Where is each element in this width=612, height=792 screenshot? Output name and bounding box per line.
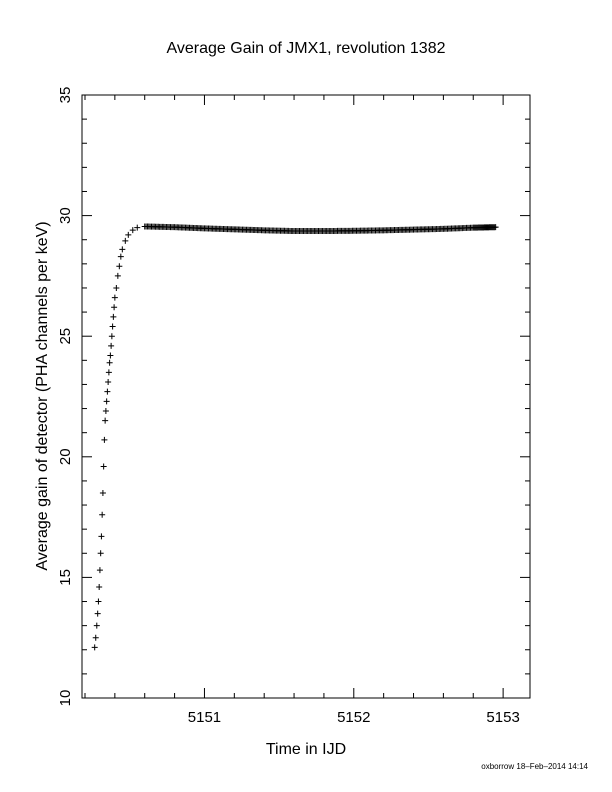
data-point [492,224,499,231]
data-point [99,489,106,496]
x-tick-label: 5151 [188,709,221,726]
data-point [117,253,124,260]
y-axis: 10 15 20 25 30 35 [57,87,530,707]
data-point [105,369,112,376]
data-point [106,359,113,366]
data-point [114,272,121,279]
credit-text: oxborrow 18–Feb–2014 14:14 [481,762,588,771]
y-tick-label: 35 [57,87,74,104]
data-point [110,313,117,320]
data-point [95,598,102,605]
x-tick-label: 5153 [486,709,519,726]
data-point [109,323,116,330]
data-point [96,584,103,591]
data-series [91,223,499,651]
data-point [91,644,98,651]
data-point [122,237,129,244]
y-tick-label: 15 [57,569,74,586]
data-point [98,533,105,540]
chart-title: Average Gain of JMX1, revolution 1382 [167,40,446,57]
data-point [111,304,118,311]
data-point [104,388,111,395]
data-point [125,231,132,238]
data-point [111,294,118,301]
data-point [103,398,110,405]
x-axis-label: Time in IJD [266,741,346,758]
data-point [113,284,120,291]
data-point [116,263,123,270]
data-point [107,352,114,359]
data-point [100,463,107,470]
data-point [92,634,99,641]
data-point [102,417,109,424]
x-tick-label: 5152 [337,709,370,726]
data-point [99,511,106,518]
data-point [134,224,141,231]
data-point [108,333,115,340]
data-point [94,610,101,617]
y-tick-label: 20 [57,448,74,465]
y-tick-label: 30 [57,207,74,224]
plot-frame [81,94,531,699]
data-point [105,379,112,386]
y-tick-label: 10 [57,690,74,707]
x-axis: 5151 5152 5153 [84,95,520,726]
y-tick-label: 25 [57,328,74,345]
y-axis-label: Average gain of detector (PHA channels p… [34,221,51,570]
data-point [119,246,126,253]
data-point [102,407,109,414]
data-point [97,550,104,557]
data-point [108,342,115,349]
data-point [101,436,108,443]
data-point [96,567,103,574]
data-point [93,622,100,629]
data-point [129,227,136,234]
